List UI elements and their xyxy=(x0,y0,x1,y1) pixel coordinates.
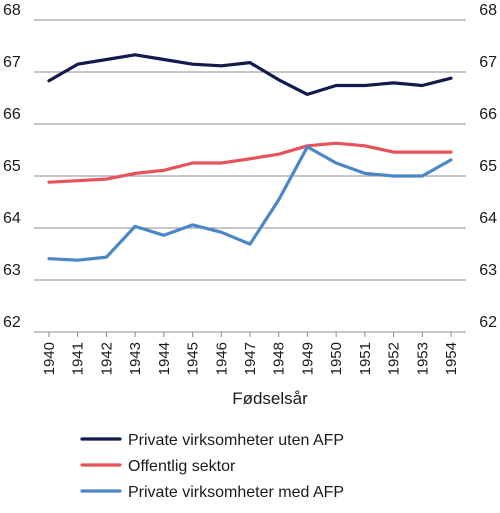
y-tick-label-left: 67 xyxy=(3,54,21,71)
x-tick-label: 1946 xyxy=(213,342,230,375)
x-tick-label: 1943 xyxy=(127,342,144,375)
x-tick-label: 1954 xyxy=(443,342,460,375)
x-tick-label: 1945 xyxy=(185,342,202,375)
x-tick-label: 1941 xyxy=(70,342,87,375)
x-tick-label: 1951 xyxy=(357,342,374,375)
y-tick-label-right: 66 xyxy=(479,106,497,123)
y-tick-label-left: 63 xyxy=(3,262,21,279)
x-tick-label: 1944 xyxy=(156,342,173,375)
x-tick-label: 1947 xyxy=(242,342,259,375)
y-tick-label-right: 63 xyxy=(479,262,497,279)
x-axis: 1940 1941 1942 1943 1944 1945 1946 1947 1948 1949… xyxy=(41,332,460,375)
gridlines xyxy=(34,19,466,333)
legend-label-3: Private virksomheter med AFP xyxy=(128,484,344,501)
y-tick-label-left: 62 xyxy=(3,314,21,331)
y-axis-right: 62 63 64 65 66 67 68 xyxy=(479,2,497,331)
x-tick-label: 1940 xyxy=(41,342,58,375)
y-tick-label-right: 65 xyxy=(479,158,497,175)
series-line-3 xyxy=(47,145,453,262)
x-axis-label: Fødselsår xyxy=(232,389,308,408)
x-tick-label: 1942 xyxy=(98,342,115,375)
y-tick-label-right: 68 xyxy=(479,2,497,19)
y-tick-label-left: 64 xyxy=(3,210,21,227)
y-tick-label-left: 65 xyxy=(3,158,21,175)
y-tick-label-left: 68 xyxy=(3,2,21,19)
x-tick-label: 1952 xyxy=(386,342,403,375)
x-tick-label: 1948 xyxy=(271,342,288,375)
legend-label-2: Offentlig sektor xyxy=(128,458,236,475)
y-tick-label-right: 64 xyxy=(479,210,497,227)
legend: Private virksomheter uten AFP Offentlig s… xyxy=(80,432,344,501)
x-tick-label: 1953 xyxy=(414,342,431,375)
legend-label-1: Private virksomheter uten AFP xyxy=(128,432,344,449)
series-line-2 xyxy=(47,141,453,184)
y-tick-label-right: 67 xyxy=(479,54,497,71)
y-axis-left: 62 63 64 65 66 67 68 xyxy=(3,2,21,331)
y-tick-label-left: 66 xyxy=(3,106,21,123)
y-tick-label-right: 62 xyxy=(479,314,497,331)
x-tick-label: 1950 xyxy=(328,342,345,375)
series-lines xyxy=(47,53,453,262)
x-tick-label: 1949 xyxy=(299,342,316,375)
series-line-1 xyxy=(47,53,453,97)
